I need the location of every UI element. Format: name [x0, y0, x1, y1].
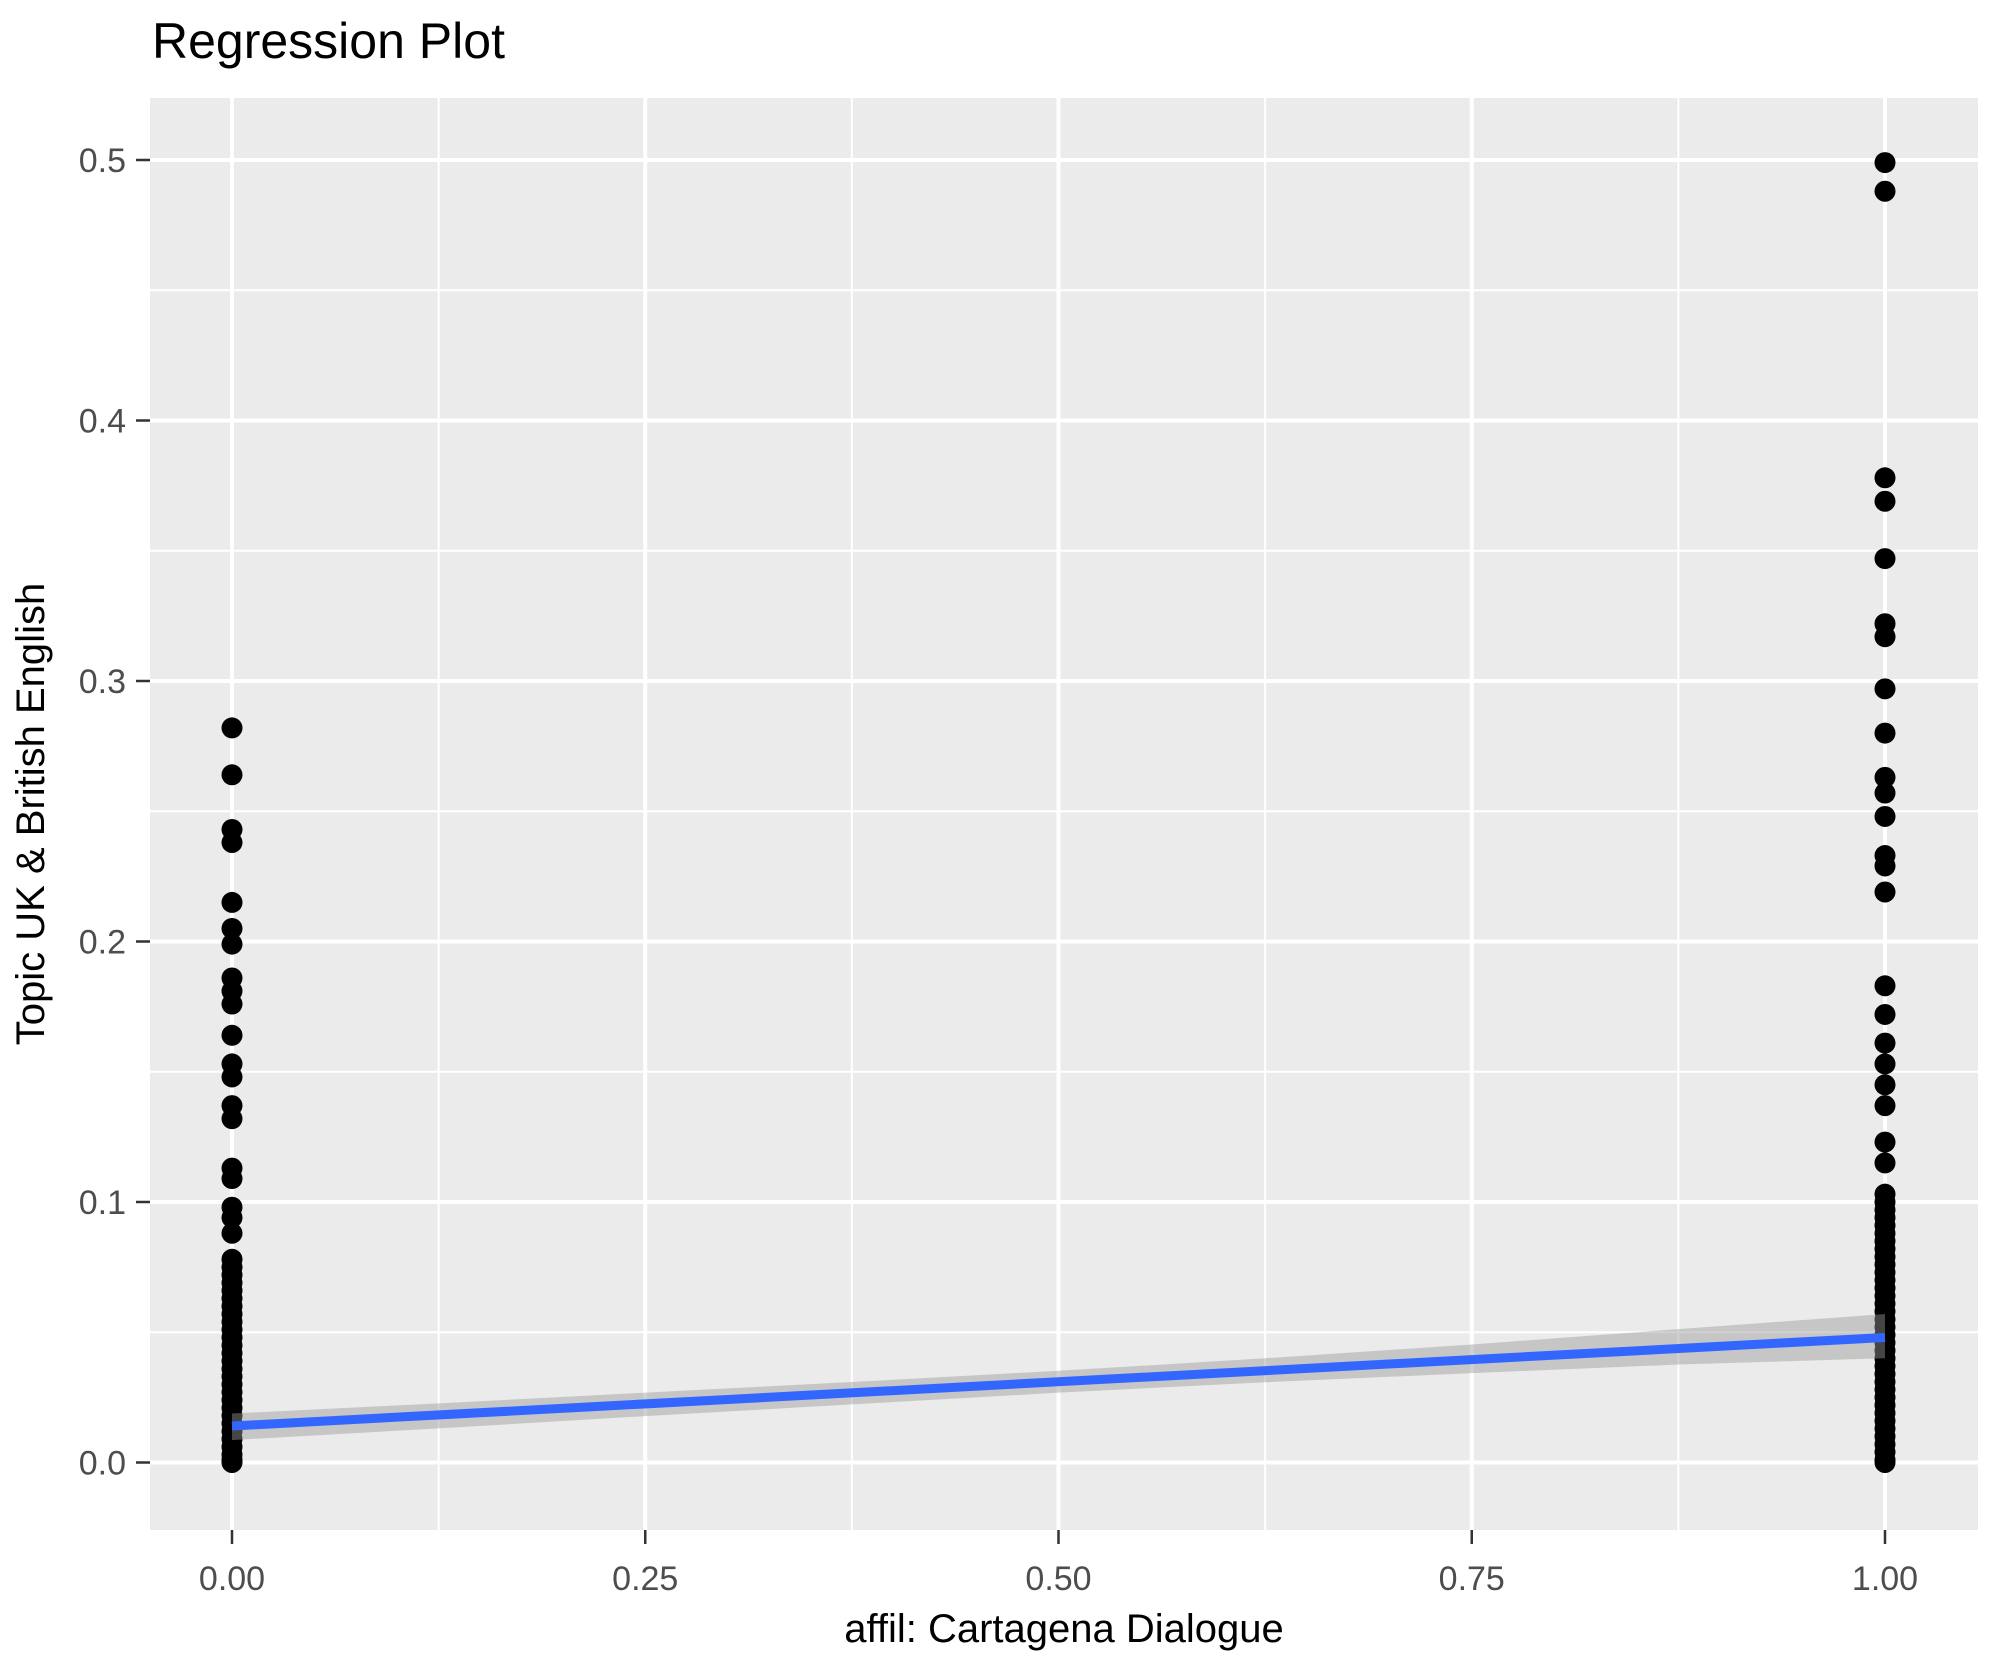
scatter-point: [221, 891, 243, 913]
y-axis-title: Topic UK & British English: [9, 583, 53, 1045]
scatter-point: [1874, 678, 1896, 700]
scatter-point: [1874, 782, 1896, 804]
x-tick-label: 0.00: [199, 1560, 265, 1598]
scatter-point: [221, 1108, 243, 1130]
scatter-points: [221, 152, 1896, 1473]
scatter-point: [221, 1207, 243, 1229]
scatter-point: [1874, 881, 1896, 903]
scatter-point: [221, 717, 243, 739]
x-tick-label: 0.75: [1439, 1560, 1505, 1598]
gridlines-minor: [150, 98, 1978, 1530]
y-tick-label: 0.4: [79, 403, 126, 441]
scatter-point: [1874, 1131, 1896, 1153]
scatter-point: [1874, 1095, 1896, 1117]
panel-background: [150, 98, 1978, 1530]
x-tick-label: 1.00: [1852, 1560, 1918, 1598]
scatter-point: [1874, 626, 1896, 648]
scatter-point: [221, 1168, 243, 1190]
x-axis-title: affil: Cartagena Dialogue: [844, 1607, 1284, 1651]
regression-line: [231, 1332, 1886, 1431]
scatter-point: [221, 993, 243, 1015]
y-tick-label: 0.3: [79, 663, 126, 701]
x-tick-label: 0.25: [612, 1560, 678, 1598]
scatter-point: [1874, 1152, 1896, 1174]
scatter-point: [221, 1024, 243, 1046]
scatter-point: [221, 917, 243, 939]
scatter-point: [1874, 722, 1896, 744]
scatter-point: [1874, 805, 1896, 827]
scatter-point: [1874, 1452, 1896, 1473]
confidence-ribbon: [232, 1314, 1885, 1441]
scatter-point: [1874, 1003, 1896, 1025]
scatter-point: [1874, 490, 1896, 512]
scatter-point: [1874, 548, 1896, 570]
scatter-point: [1874, 180, 1896, 202]
scatter-point: [221, 764, 243, 786]
scatter-point: [1874, 766, 1896, 788]
confidence-band: [232, 1314, 1885, 1441]
scatter-point: [1874, 467, 1896, 489]
scatter-point: [221, 1066, 243, 1088]
scatter-point: [1874, 1074, 1896, 1096]
scatter-point: [221, 933, 243, 955]
scatter-point: [221, 832, 243, 854]
y-tick-label: 0.1: [79, 1184, 126, 1222]
scatter-point: [1874, 152, 1896, 174]
gridlines-major: [150, 98, 1978, 1530]
y-tick-label: 0.5: [79, 142, 126, 180]
x-tick-label: 0.50: [1025, 1560, 1091, 1598]
plot-title: Regression Plot: [152, 13, 505, 69]
scatter-point: [1874, 1032, 1896, 1054]
y-tick-label: 0.2: [79, 924, 126, 962]
scatter-point: [1874, 1053, 1896, 1075]
axis-tick-marks: [136, 158, 1887, 1544]
y-tick-label: 0.0: [79, 1445, 126, 1483]
scatter-point: [1874, 855, 1896, 877]
axis-tick-labels: 0.0 0.1 0.2 0.3 0.4 0.5 0.00 0.25 0.50 0.75 1.00: [79, 142, 1918, 1598]
scatter-point: [1874, 975, 1896, 997]
scatter-point: [221, 1222, 243, 1244]
scatter-point: [221, 1452, 243, 1473]
regression-line-segment: [231, 1332, 1886, 1431]
